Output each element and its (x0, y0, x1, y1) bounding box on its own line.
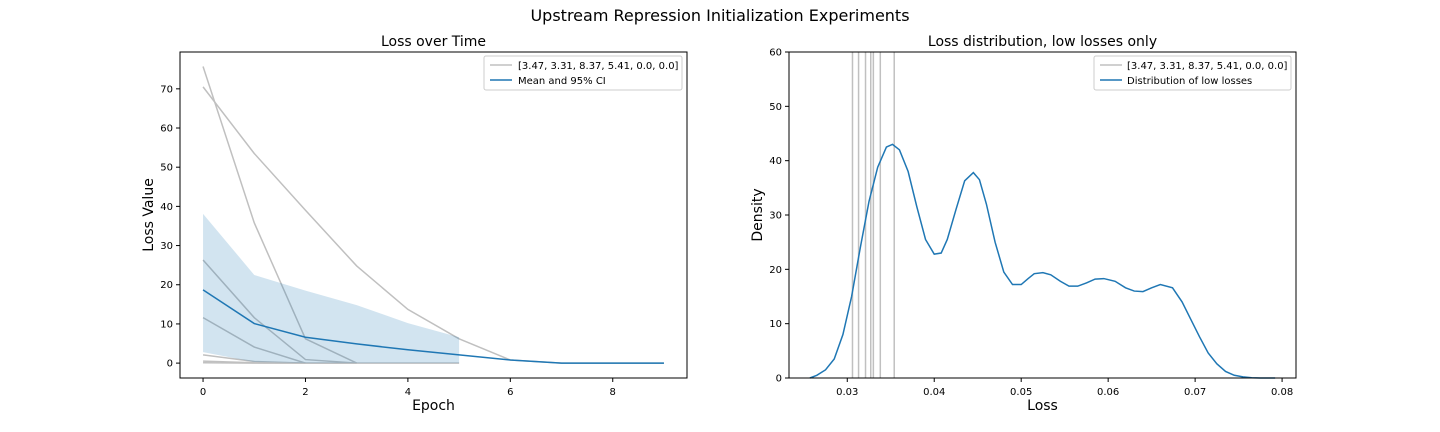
right-y-axis-label: Density (750, 188, 766, 241)
left-legend-box (483, 55, 683, 91)
right-x-tick-label: 0.03 (836, 387, 858, 398)
density-curve (809, 143, 1276, 379)
right-y-tick-label: 30 (769, 211, 782, 222)
left-y-tick-label: 0 (167, 359, 173, 370)
mean-line (202, 289, 664, 364)
confidence-band (203, 213, 460, 364)
left-legend: [3.47, 3.31, 8.37, 5.41, 0.0, 0.0] Mean … (483, 55, 683, 91)
loss-over-time-chart: Loss over Time 0 2 4 6 8 0 10 20 30 40 50 60 70 Epo… (141, 34, 688, 414)
run-line (202, 259, 357, 364)
left-x-tick-label: 0 (200, 387, 206, 398)
right-x-ticks: 0.03 0.04 0.05 0.06 0.07 0.08 (836, 378, 1293, 398)
left-x-tick-label: 2 (302, 387, 308, 398)
left-chart-title: Loss over Time (381, 34, 486, 50)
right-x-tick-label: 0.05 (1010, 387, 1032, 398)
left-x-tick-label: 4 (405, 387, 411, 398)
right-y-tick-label: 60 (769, 48, 782, 59)
right-y-tick-label: 40 (769, 156, 782, 167)
right-legend-vlines-label: [3.47, 3.31, 8.37, 5.41, 0.0, 0.0] (1127, 61, 1288, 72)
right-legend-density-label: Distribution of low losses (1127, 76, 1252, 87)
left-y-tick-label: 40 (160, 202, 173, 213)
left-y-tick-label: 70 (160, 84, 173, 95)
loss-distribution-chart: Loss distribution, low losses only 0.03 0… (750, 34, 1297, 414)
right-y-tick-label: 20 (769, 265, 782, 276)
left-y-axis-label: Loss Value (141, 178, 157, 252)
left-legend-mean-label: Mean and 95% CI (518, 76, 606, 87)
left-legend-runs-label: [3.47, 3.31, 8.37, 5.41, 0.0, 0.0] (518, 61, 679, 72)
right-legend: [3.47, 3.31, 8.37, 5.41, 0.0, 0.0] Distr… (1093, 55, 1292, 91)
right-y-ticks: 0 10 20 30 40 50 60 (769, 48, 789, 385)
figure-suptitle: Upstream Repression Initialization Exper… (530, 6, 909, 25)
left-y-tick-label: 20 (160, 280, 173, 291)
left-axes-frame (179, 51, 688, 379)
right-plot-area (809, 52, 1276, 379)
run-line (202, 66, 358, 364)
left-x-tick-label: 6 (507, 387, 513, 398)
left-y-ticks: 0 10 20 30 40 50 60 70 (160, 84, 180, 370)
left-x-ticks: 0 2 4 6 8 (200, 378, 616, 398)
right-x-tick-label: 0.04 (923, 387, 945, 398)
left-x-tick-label: 8 (610, 387, 616, 398)
left-x-axis-label: Epoch (412, 398, 455, 414)
right-y-tick-label: 10 (769, 319, 782, 330)
right-x-tick-label: 0.06 (1097, 387, 1119, 398)
left-y-tick-label: 10 (160, 319, 173, 330)
right-legend-box (1093, 55, 1292, 91)
right-x-axis-label: Loss (1027, 398, 1058, 414)
right-x-tick-label: 0.07 (1184, 387, 1206, 398)
left-y-tick-label: 50 (160, 163, 173, 174)
left-y-tick-label: 30 (160, 241, 173, 252)
right-y-tick-label: 0 (776, 374, 782, 385)
right-y-tick-label: 50 (769, 102, 782, 113)
left-plot-area (202, 66, 664, 364)
right-x-tick-label: 0.08 (1271, 387, 1293, 398)
left-y-tick-label: 60 (160, 124, 173, 135)
right-chart-title: Loss distribution, low losses only (928, 34, 1157, 50)
